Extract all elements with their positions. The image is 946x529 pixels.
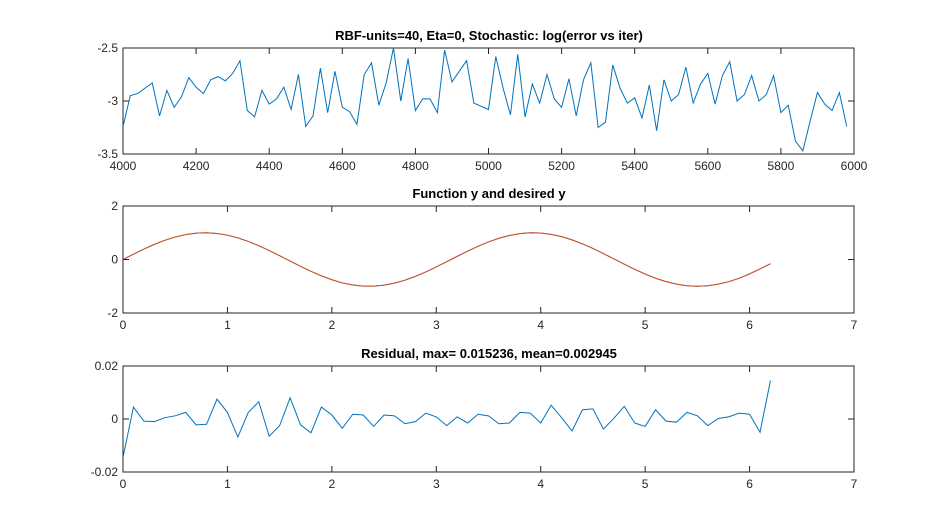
x-tick-label: 3 [433,318,440,332]
x-tick-label: 4000 [110,159,137,173]
x-tick-label: 5800 [768,159,795,173]
subplot-title: Function y and desired y [412,186,566,201]
x-tick-label: 5400 [621,159,648,173]
tick-layer: 4000 4200 4400 4600 4800 5000 5200 5400 5600 5800… [97,41,867,173]
x-tick-label: 2 [329,477,336,491]
subplot-title: Residual, max= 0.015236, mean=0.002945 [361,346,617,361]
x-tick-label: 5200 [548,159,575,173]
x-tick-label: 1 [224,477,231,491]
y-tick-label: 0 [111,412,118,426]
y-tick-label: 0.02 [95,359,119,373]
subplot-title: RBF-units=40, Eta=0, Stochastic: log(err… [335,28,643,43]
x-tick-label: 6 [746,477,753,491]
x-tick-label: 5600 [694,159,721,173]
x-tick-label: 7 [851,318,858,332]
series-line-0 [122,47,848,152]
y-tick-label: 2 [111,199,118,213]
x-tick-label: 3 [433,477,440,491]
x-tick-label: 5000 [475,159,502,173]
series-line-1 [122,232,771,287]
y-tick-label: -2.5 [97,41,118,55]
x-tick-label: 4200 [183,159,210,173]
subplot-residual: Residual, max= 0.015236, mean=0.002945 0… [91,346,858,491]
series-layer [122,47,848,152]
x-tick-label: 0 [120,318,127,332]
x-tick-label: 4 [537,318,544,332]
y-tick-label: -3.5 [97,147,118,161]
x-tick-label: 7 [851,477,858,491]
axes-box [122,47,855,155]
y-tick-label: -3 [107,94,118,108]
x-tick-label: 1 [224,318,231,332]
subplot-error-vs-iter: RBF-units=40, Eta=0, Stochastic: log(err… [97,28,867,173]
x-tick-label: 6000 [841,159,868,173]
x-tick-label: 5 [642,477,649,491]
y-tick-label: -2 [107,306,118,320]
x-tick-label: 4400 [256,159,283,173]
subplot-function: Function y and desired y 0 1 2 3 4 5 6 7-202 [107,186,857,332]
axes-box [122,365,855,473]
x-tick-label: 6 [746,318,753,332]
y-tick-label: 0 [111,253,118,267]
series-layer [122,232,771,287]
x-tick-label: 5 [642,318,649,332]
x-tick-label: 4 [537,477,544,491]
x-tick-label: 2 [329,318,336,332]
x-tick-label: 4600 [329,159,356,173]
tick-layer: 0 1 2 3 4 5 6 7-202 [107,199,857,332]
x-tick-label: 0 [120,477,127,491]
x-tick-label: 4800 [402,159,429,173]
series-layer [122,380,771,458]
axes-box [122,205,855,314]
series-line-0 [122,380,771,458]
y-tick-label: -0.02 [91,465,119,479]
